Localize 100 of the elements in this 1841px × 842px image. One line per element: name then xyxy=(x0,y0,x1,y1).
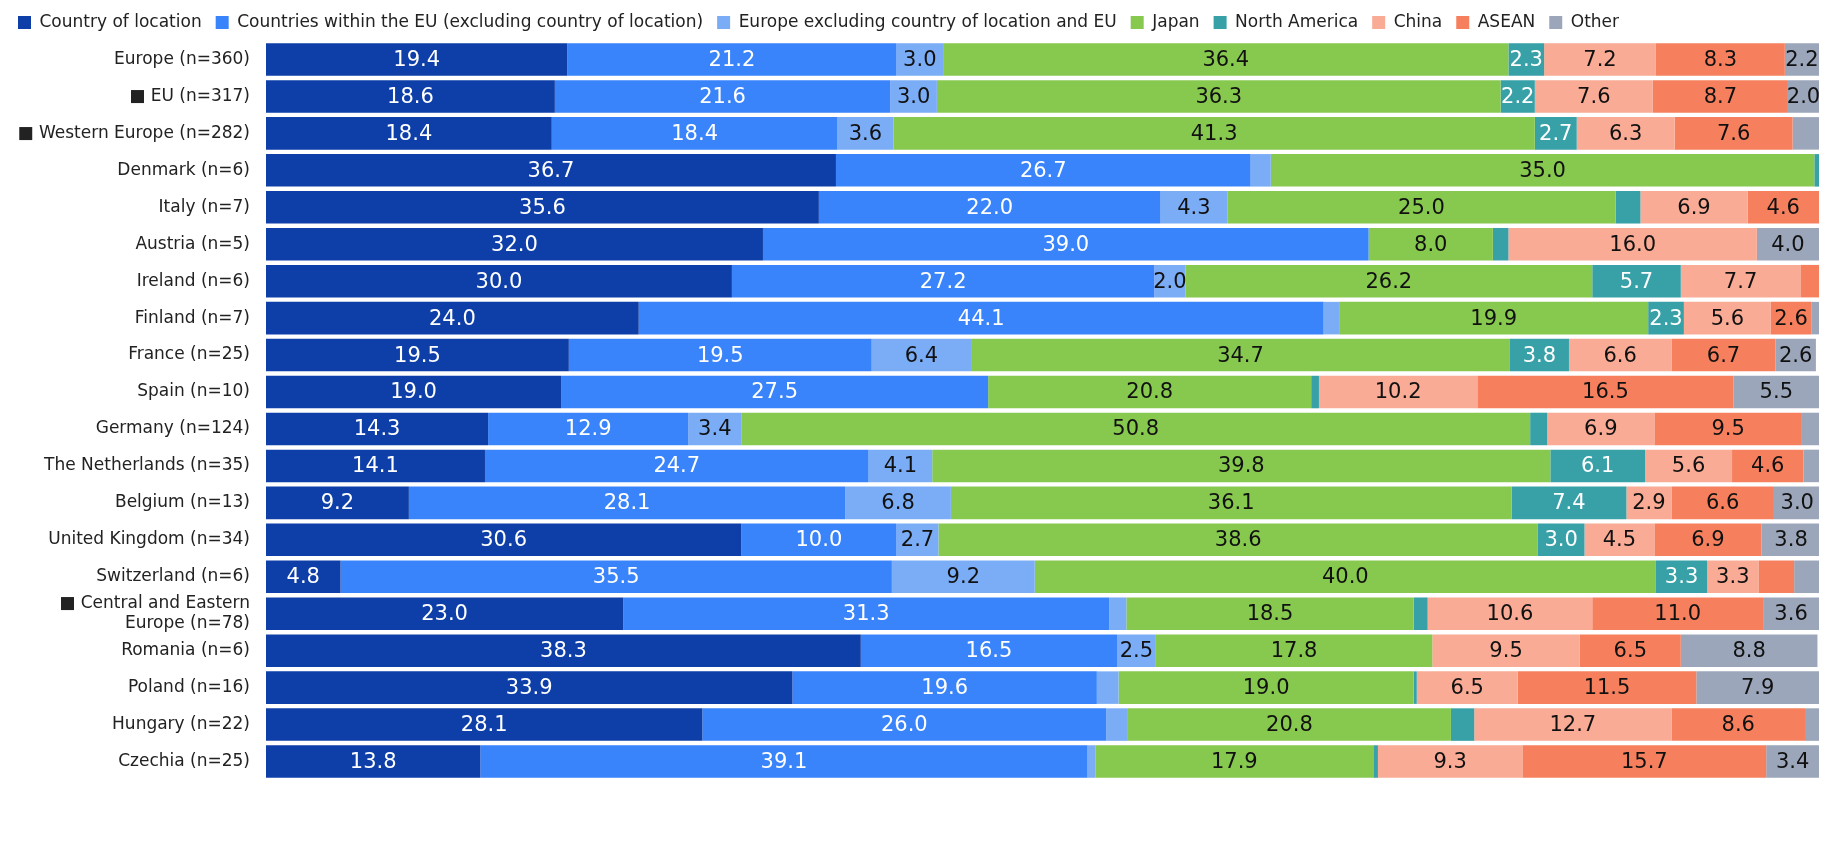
bar xyxy=(266,264,732,298)
bar xyxy=(1766,745,1819,778)
bar xyxy=(1087,745,1096,778)
data-label: 6.8 xyxy=(881,490,915,515)
data-label: 27.2 xyxy=(919,268,967,293)
bar xyxy=(1034,560,1656,594)
data-label: 36.1 xyxy=(1207,490,1255,515)
data-label: 24.0 xyxy=(428,305,476,330)
data-label: 18.4 xyxy=(385,120,433,145)
bar xyxy=(938,523,1538,557)
data-label: 38.6 xyxy=(1214,527,1262,552)
data-label: 6.5 xyxy=(1450,675,1484,700)
bar xyxy=(1477,375,1734,409)
data-label: 25.0 xyxy=(1398,194,1445,219)
y-tick-label: Hungary (n=22) xyxy=(112,713,250,733)
data-label: 3.3 xyxy=(1716,564,1750,589)
y-tick-label: Belgium (n=13) xyxy=(114,491,250,512)
data-label: 3.3 xyxy=(1664,564,1699,589)
data-label: 9.5 xyxy=(1711,416,1745,441)
bar xyxy=(266,708,703,741)
bar xyxy=(551,117,838,150)
data-label: 6.9 xyxy=(1691,527,1725,552)
legend-label: North America xyxy=(1235,10,1359,31)
data-label: 44.1 xyxy=(957,305,1005,330)
legend-label: Other xyxy=(1570,10,1620,31)
bar xyxy=(1747,191,1819,224)
data-label: 36.3 xyxy=(1195,83,1243,108)
data-label: 10.0 xyxy=(795,527,843,552)
bar xyxy=(408,486,846,520)
bar xyxy=(1432,634,1580,667)
data-label: 36.7 xyxy=(527,157,575,182)
data-label: 6.9 xyxy=(1584,416,1618,441)
bar xyxy=(741,412,1531,446)
data-label: 19.5 xyxy=(394,342,441,367)
data-label: 38.3 xyxy=(540,638,587,663)
data-label: 20.8 xyxy=(1266,712,1313,737)
bar xyxy=(266,227,763,261)
data-label: 2.6 xyxy=(1779,342,1813,367)
data-label: 15.7 xyxy=(1620,748,1668,773)
bar xyxy=(1517,671,1697,704)
bar xyxy=(1511,486,1627,520)
bar xyxy=(266,117,552,150)
data-label: 9.5 xyxy=(1489,638,1523,663)
data-label: 7.6 xyxy=(1577,83,1611,108)
bar xyxy=(1155,634,1433,667)
bar xyxy=(1655,43,1785,76)
bar xyxy=(971,338,1510,372)
bar xyxy=(1579,634,1681,667)
data-label: 18.4 xyxy=(671,120,719,145)
data-label: 8.8 xyxy=(1732,638,1766,663)
data-label: 21.6 xyxy=(699,83,746,108)
bar xyxy=(266,634,861,667)
data-label: 20.8 xyxy=(1126,379,1174,404)
data-label: 2.0 xyxy=(1153,268,1187,293)
bar xyxy=(731,264,1155,298)
data-label: 16.5 xyxy=(965,638,1013,663)
data-label: 3.4 xyxy=(698,416,732,441)
bar xyxy=(1654,412,1802,446)
bar xyxy=(266,43,568,76)
data-label: 6.4 xyxy=(904,342,939,367)
data-label: 2.7 xyxy=(1539,120,1573,145)
data-label: 5.6 xyxy=(1671,453,1706,478)
bar xyxy=(1377,745,1523,778)
bar xyxy=(340,560,892,594)
data-label: 14.3 xyxy=(353,416,401,441)
data-label: 19.5 xyxy=(696,342,744,367)
data-label: 26.0 xyxy=(880,712,928,737)
data-label: 7.7 xyxy=(1723,268,1758,293)
data-label: 6.9 xyxy=(1677,194,1711,219)
bar xyxy=(554,80,891,113)
y-tick-label: Switzerland (n=6) xyxy=(96,565,250,586)
data-label: 39.8 xyxy=(1217,453,1265,478)
data-label: 50.8 xyxy=(1112,416,1160,441)
data-label: 26.7 xyxy=(1019,157,1067,182)
data-label: 2.2 xyxy=(1785,46,1819,71)
data-label: 4.3 xyxy=(1177,194,1211,219)
bar xyxy=(936,80,1501,113)
data-label: 10.2 xyxy=(1374,379,1422,404)
data-label: 8.7 xyxy=(1703,83,1738,108)
bar xyxy=(1095,745,1374,778)
bar xyxy=(1680,634,1818,667)
bar xyxy=(1550,449,1646,483)
bar xyxy=(1680,264,1801,298)
data-label: 33.9 xyxy=(505,675,553,700)
legend-label: Country of location xyxy=(39,10,202,31)
bar xyxy=(1127,708,1451,741)
bar xyxy=(1373,745,1378,778)
data-label: 18.6 xyxy=(387,83,434,108)
data-label: 18.5 xyxy=(1246,601,1294,626)
y-tick-label: Austria (n=5) xyxy=(135,232,250,253)
bar xyxy=(1530,412,1548,446)
data-label: 6.5 xyxy=(1613,638,1648,663)
data-label: 35.5 xyxy=(592,564,640,589)
bar xyxy=(1801,412,1819,446)
data-label: 11.5 xyxy=(1583,675,1631,700)
bar xyxy=(638,301,1324,335)
y-tick-label: The Netherlands (n=35) xyxy=(43,454,250,475)
data-label: 28.1 xyxy=(460,712,508,737)
data-label: 19.4 xyxy=(393,46,441,71)
data-label: 2.5 xyxy=(1119,638,1154,663)
